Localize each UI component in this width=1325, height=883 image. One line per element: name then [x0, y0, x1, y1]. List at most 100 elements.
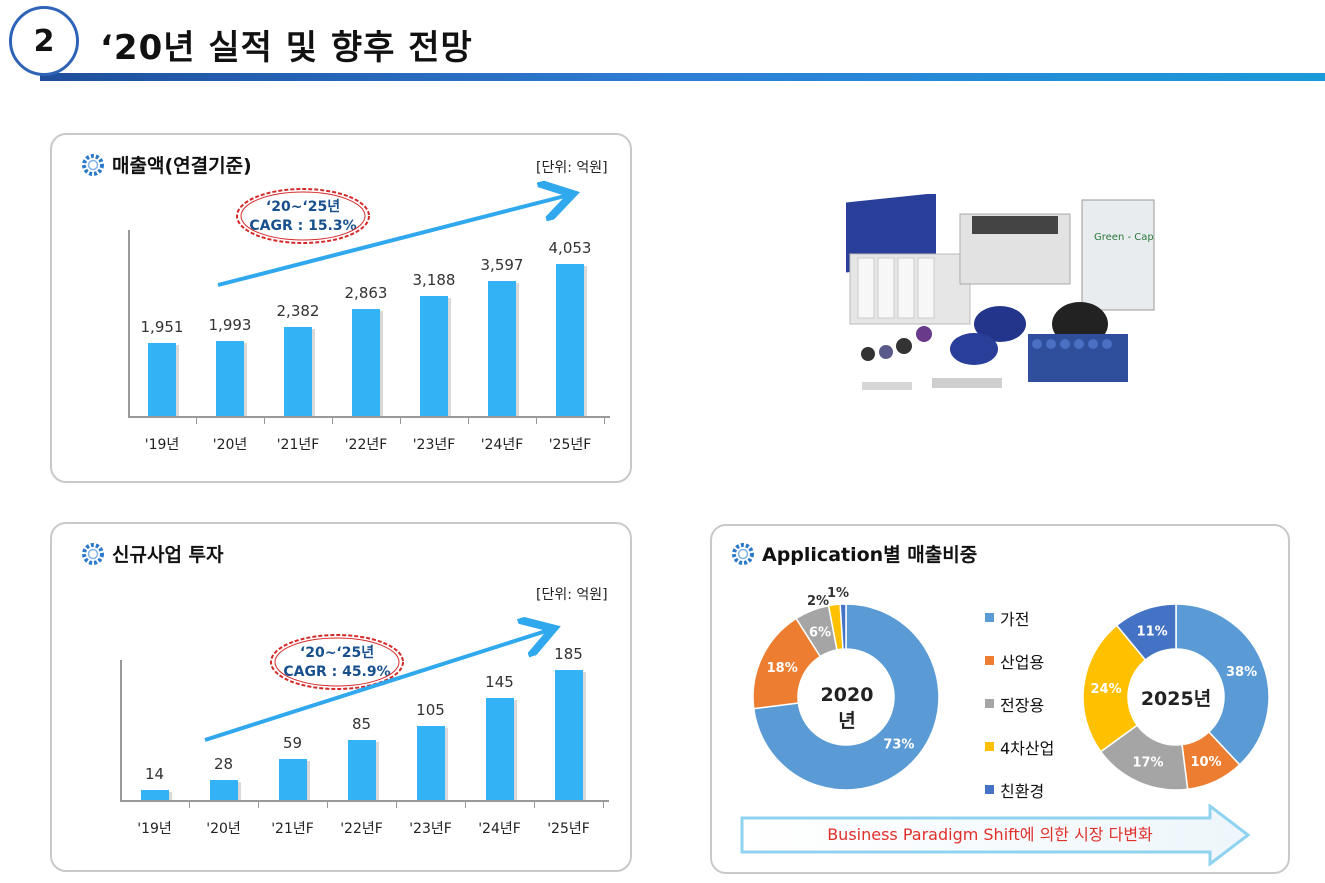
investment-cagr-note: ‘20~‘25년 CAGR : 45.9% — [282, 644, 392, 682]
bar-value-label: 2,863 — [344, 283, 388, 302]
donut-value-label: 24% — [1090, 682, 1121, 697]
gear-icon — [82, 542, 104, 565]
application-donut-charts: 73% 18% 6% 2%1% 38% 10% 17% 24% 11% — [752, 586, 1270, 791]
legend-swatch — [985, 613, 994, 622]
bar — [488, 281, 516, 416]
bar-value-label: 145 — [485, 673, 514, 692]
x-tick — [603, 800, 604, 808]
revenue-title-text: 매출액(연결기준) — [112, 155, 252, 177]
donut-hole — [798, 649, 894, 745]
investment-cagr-value: CAGR : 45.9% — [283, 664, 391, 680]
legend-label: 4차산업 — [1000, 738, 1055, 758]
product-photo: Green - Cap — [832, 194, 1160, 404]
legend-item: 전장용 — [985, 682, 1054, 725]
legend-label: 친환경 — [1000, 781, 1045, 801]
legend-swatch — [985, 656, 994, 665]
bar — [216, 341, 244, 416]
category-label: '20년 — [206, 821, 241, 837]
x-tick — [604, 416, 605, 424]
x-axis-line — [120, 800, 609, 802]
legend-swatch — [985, 785, 994, 794]
legend-item: 가전 — [985, 596, 1054, 639]
bar — [556, 264, 584, 416]
legend-item: 산업용 — [985, 639, 1054, 682]
investment-title-text: 신규사업 투자 — [112, 544, 224, 566]
x-tick — [400, 416, 401, 424]
revenue-panel: 매출액(연결기준) [단위: 억원] — [50, 133, 632, 483]
investment-panel-title: 신규사업 투자 — [82, 540, 224, 567]
bar — [347, 740, 376, 800]
application-title-text: Application별 매출비중 — [762, 544, 978, 566]
bar-value-label: 4,053 — [548, 239, 592, 257]
bar — [485, 698, 514, 800]
bar-value-label: 14 — [144, 765, 165, 784]
bar — [554, 670, 583, 800]
x-tick — [196, 416, 197, 424]
bar — [209, 780, 238, 800]
bar-value-label: 3,188 — [412, 271, 456, 290]
category-label: '25년F — [548, 437, 592, 453]
x-tick — [536, 416, 537, 424]
paradigm-shift-banner-text: Business Paradigm Shift에 의한 시장 다변화 — [827, 825, 1153, 844]
x-tick — [258, 800, 259, 808]
category-label: '21년F — [276, 437, 320, 453]
donut-hole — [1128, 649, 1224, 745]
legend-label: 전장용 — [1000, 695, 1045, 715]
legend-label: 산업용 — [1000, 652, 1045, 672]
donut-value-label: 2% — [807, 594, 829, 609]
donut-2020-center-label: 2020년 — [820, 684, 874, 732]
donut-value-label: 1% — [827, 586, 849, 601]
header-rule — [40, 73, 1325, 81]
bar-value-label: 3,597 — [480, 256, 524, 275]
revenue-unit-label: [단위: 억원] — [536, 160, 608, 176]
bar-value-label: 1,951 — [140, 317, 184, 336]
donut-value-label: 38% — [1226, 665, 1257, 680]
bar-value-label: 1,993 — [208, 316, 252, 335]
donut-2025-center-label: 2025년 — [1140, 688, 1212, 710]
bar-value-label: 185 — [554, 645, 583, 664]
x-tick — [327, 800, 328, 808]
category-label: '22년F — [344, 437, 388, 453]
section-number: 2 — [9, 6, 79, 76]
legend-item: 친환경 — [985, 768, 1054, 811]
svg-text:Green - Cap: Green - Cap — [1094, 232, 1154, 243]
category-label: '24년F — [478, 821, 521, 837]
legend-swatch — [985, 699, 994, 708]
application-panel-title: Application별 매출비중 — [732, 540, 977, 567]
legend-item: 4차산업 — [985, 725, 1054, 768]
category-label: '21년F — [271, 821, 314, 837]
bar — [420, 296, 448, 416]
category-label: '23년F — [409, 821, 452, 837]
x-tick — [264, 416, 265, 424]
x-tick — [534, 800, 535, 808]
bar-value-label: 28 — [213, 755, 234, 774]
bar — [278, 758, 307, 800]
page-title: ‘20년 실적 및 향후 전망 — [100, 28, 473, 68]
bar — [140, 790, 169, 800]
x-axis-line — [128, 416, 610, 418]
category-label: '19년 — [137, 821, 172, 837]
paradigm-shift-banner-arrow — [740, 804, 1251, 866]
category-label: '19년 — [144, 437, 180, 453]
gear-icon — [82, 153, 104, 176]
x-tick — [465, 800, 466, 808]
category-label: '24년F — [480, 437, 524, 453]
category-label: '23년F — [412, 437, 456, 453]
donut-value-label: 73% — [883, 738, 914, 753]
category-label: '25년F — [547, 821, 590, 837]
revenue-cagr-period: ‘20~‘25년 — [265, 199, 341, 215]
category-label: '22년F — [340, 821, 383, 837]
investment-cagr-period: ‘20~‘25년 — [299, 645, 375, 661]
donut-value-label: 17% — [1132, 756, 1163, 771]
revenue-panel-title: 매출액(연결기준) — [82, 151, 252, 178]
bar-value-label: 2,382 — [276, 301, 320, 320]
donut-value-label: 18% — [767, 661, 798, 676]
legend-label: 가전 — [1000, 609, 1030, 629]
category-label: '20년 — [212, 437, 248, 453]
donut-value-label: 11% — [1137, 625, 1168, 640]
revenue-cagr-value: CAGR : 15.3% — [249, 218, 357, 234]
x-tick — [468, 416, 469, 424]
gear-icon — [732, 542, 754, 565]
revenue-cagr-note: ‘20~‘25년 CAGR : 15.3% — [248, 198, 358, 236]
donut-value-label: 6% — [809, 625, 831, 640]
